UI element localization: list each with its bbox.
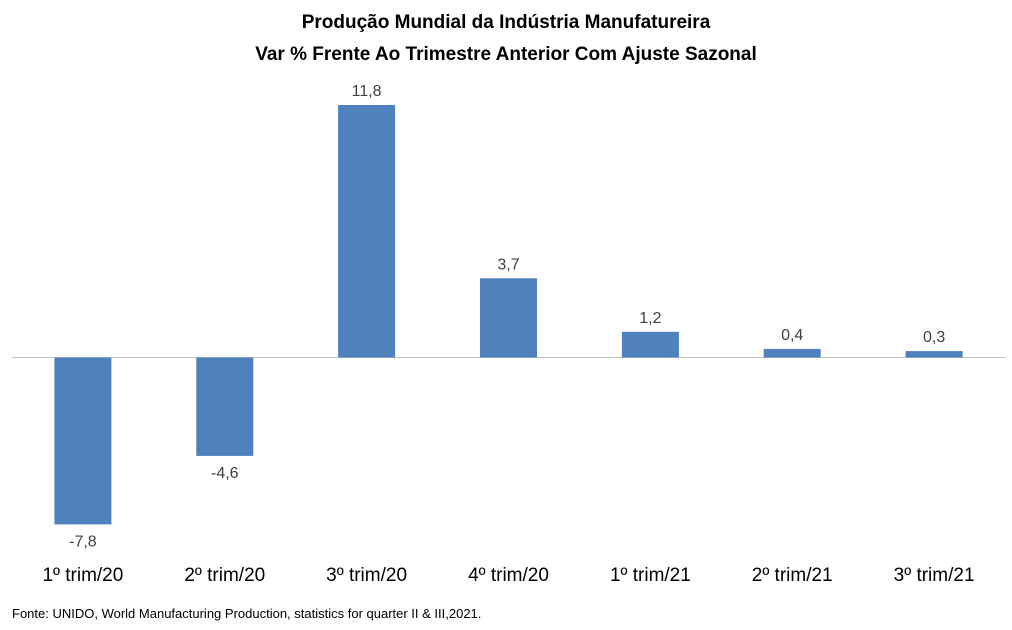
category-label-1: 1º trim/20 [42,565,123,586]
bar-7 [905,351,963,358]
category-label-6: 2º trim/21 [752,565,833,586]
bar-6 [763,348,821,358]
category-label-2: 2º trim/20 [184,565,265,586]
category-label-3: 3º trim/20 [326,565,407,586]
chart-subtitle: Var % Frente Ao Trimestre Anterior Com A… [255,44,757,65]
source-note: Fonte: UNIDO, World Manufacturing Produc… [12,606,482,621]
bar-5 [621,331,679,358]
category-label-4: 4º trim/20 [468,565,549,586]
category-label-5: 1º trim/21 [610,565,691,586]
data-label-4: 3,7 [497,256,519,273]
data-label-2: -4,6 [211,465,239,482]
bar-2 [196,357,254,456]
bar-4 [480,278,537,358]
data-label-6: 0,4 [781,327,803,344]
data-label-5: 1,2 [639,310,661,327]
data-label-7: 0,3 [923,329,945,346]
category-label-7: 3º trim/21 [894,565,975,586]
bar-3 [338,105,396,358]
bar-1 [54,357,112,525]
data-label-3: 11,8 [352,83,382,100]
chart-title: Produção Mundial da Indústria Manufature… [301,12,711,33]
data-label-1: -7,8 [69,533,97,550]
bar-chart: -7,8 1º trim/20 -4,6 2º trim/20 11,8 3º trim/… [12,83,1005,586]
